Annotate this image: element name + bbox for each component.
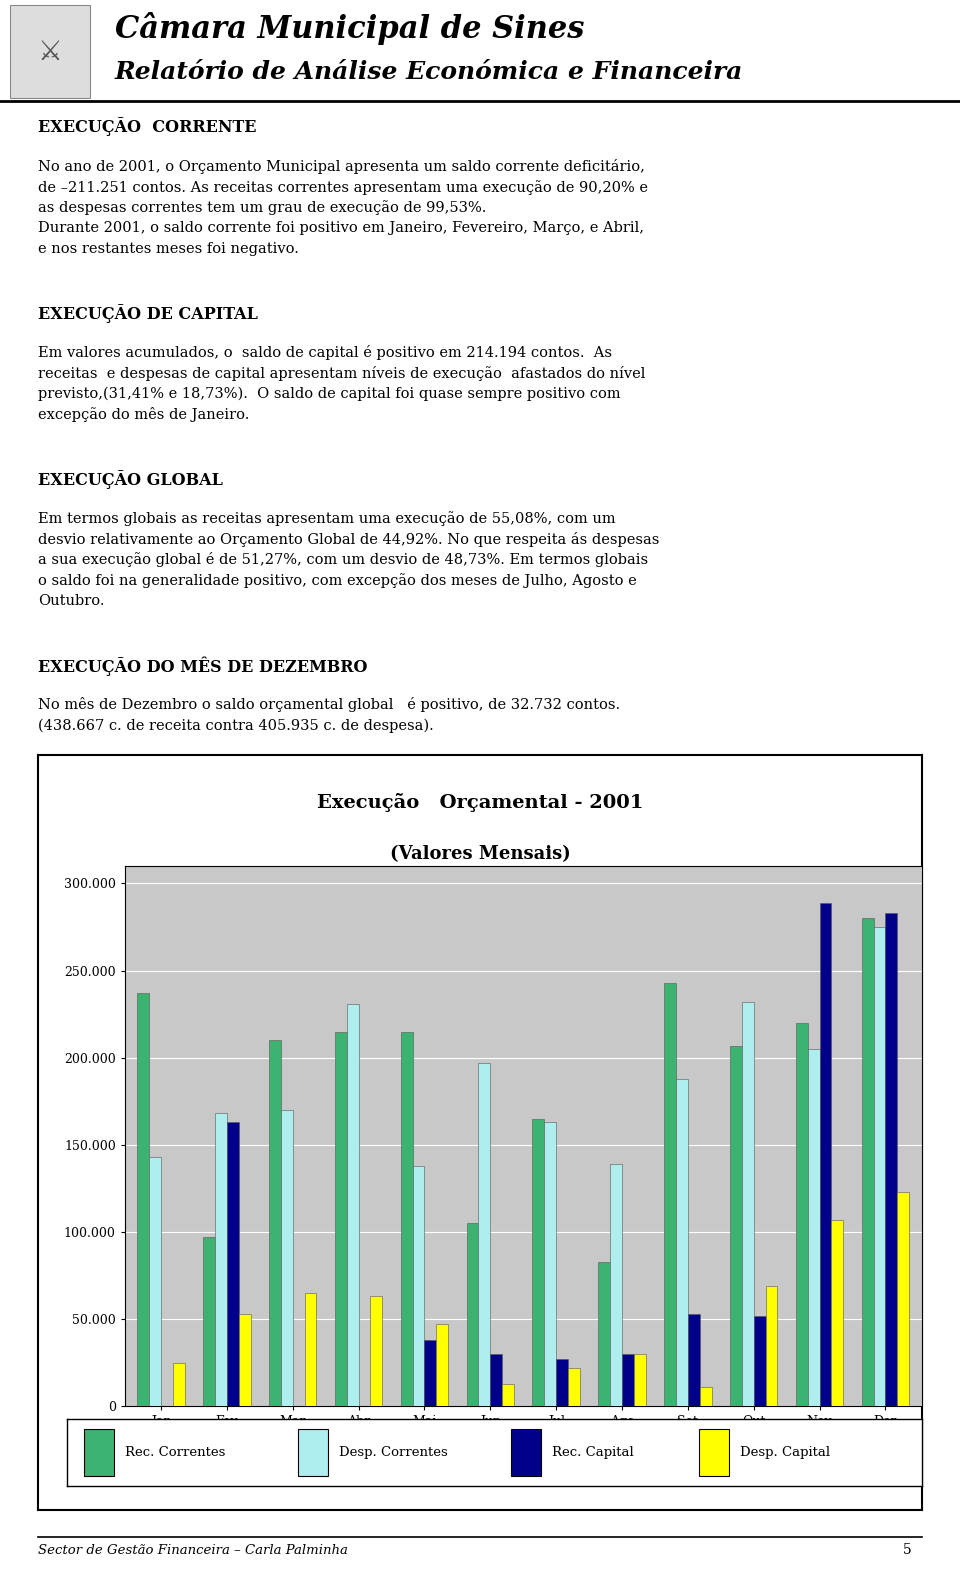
Bar — [467, 1224, 478, 1406]
Text: excepção do mês de Janeiro.: excepção do mês de Janeiro. — [38, 407, 250, 423]
Bar — [215, 1114, 227, 1406]
Bar — [544, 1122, 556, 1406]
Bar — [765, 1286, 778, 1406]
Bar — [885, 914, 898, 1406]
Bar — [862, 918, 874, 1406]
Bar — [874, 926, 885, 1406]
Bar — [664, 982, 676, 1406]
Bar — [10, 5, 90, 99]
Text: ⚔: ⚔ — [37, 38, 62, 65]
Bar — [173, 1363, 184, 1406]
Bar — [491, 1354, 502, 1406]
Bar — [84, 1429, 114, 1476]
Bar — [304, 1293, 317, 1406]
Text: EXECUÇÃO DE CAPITAL: EXECUÇÃO DE CAPITAL — [38, 303, 258, 323]
Text: No mês de Dezembro o saldo orçamental global   é positivo, de 32.732 contos.: No mês de Dezembro o saldo orçamental gl… — [38, 698, 620, 712]
Bar — [502, 1384, 514, 1406]
Text: Rec. Capital: Rec. Capital — [553, 1446, 635, 1459]
Bar — [831, 1220, 843, 1406]
Text: (Valores Mensais): (Valores Mensais) — [390, 845, 570, 863]
Bar — [347, 1004, 359, 1406]
Text: EXECUÇÃO  CORRENTE: EXECUÇÃO CORRENTE — [38, 118, 257, 137]
Bar — [634, 1354, 646, 1406]
Text: EXECUÇÃO DO MÊS DE DEZEMBRO: EXECUÇÃO DO MÊS DE DEZEMBRO — [38, 656, 368, 675]
Bar — [700, 1387, 711, 1406]
Bar — [742, 1003, 754, 1406]
Text: as despesas correntes tem um grau de execução de 99,53%.: as despesas correntes tem um grau de exe… — [38, 200, 487, 215]
Bar — [269, 1041, 281, 1406]
Bar — [898, 1192, 909, 1406]
Bar — [676, 1079, 687, 1406]
Text: e nos restantes meses foi negativo.: e nos restantes meses foi negativo. — [38, 242, 300, 256]
Text: Desp. Correntes: Desp. Correntes — [339, 1446, 447, 1459]
Text: o saldo foi na generalidade positivo, com excepção dos meses de Julho, Agosto e: o saldo foi na generalidade positivo, co… — [38, 574, 637, 588]
Text: No ano de 2001, o Orçamento Municipal apresenta um saldo corrente deficitário,: No ano de 2001, o Orçamento Municipal ap… — [38, 159, 645, 173]
Bar — [436, 1324, 448, 1406]
Bar — [413, 1166, 424, 1406]
Bar — [204, 1238, 215, 1406]
Text: receitas  e despesas de capital apresentam níveis de execução  afastados do níve: receitas e despesas de capital apresenta… — [38, 365, 646, 381]
Text: previsto,(31,41% e 18,73%).  O saldo de capital foi quase sempre positivo com: previsto,(31,41% e 18,73%). O saldo de c… — [38, 386, 621, 400]
Bar — [335, 1031, 347, 1406]
Text: EXECUÇÃO GLOBAL: EXECUÇÃO GLOBAL — [38, 470, 224, 488]
Text: Durante 2001, o saldo corrente foi positivo em Janeiro, Fevereiro, Março, e Abri: Durante 2001, o saldo corrente foi posit… — [38, 221, 644, 235]
Bar — [796, 1023, 807, 1406]
Text: desvio relativamente ao Orçamento Global de 44,92%. No que respeita ás despesas: desvio relativamente ao Orçamento Global… — [38, 532, 660, 547]
Bar — [478, 1063, 491, 1406]
Bar — [149, 1157, 161, 1406]
Text: Rec. Correntes: Rec. Correntes — [126, 1446, 226, 1459]
Text: Sector de Gestão Financeira – Carla Palminha: Sector de Gestão Financeira – Carla Palm… — [38, 1545, 348, 1557]
Text: (438.667 c. de receita contra 405.935 c. de despesa).: (438.667 c. de receita contra 405.935 c.… — [38, 718, 434, 733]
Text: Relatório de Análise Económica e Financeira: Relatório de Análise Económica e Finance… — [115, 60, 743, 84]
Text: Execução   Orçamental - 2001: Execução Orçamental - 2001 — [317, 793, 643, 812]
Bar — [568, 1368, 580, 1406]
Bar — [687, 1314, 700, 1406]
Bar — [730, 1046, 742, 1406]
Bar — [820, 903, 831, 1406]
Bar — [371, 1297, 382, 1406]
Text: Em termos globais as receitas apresentam uma execução de 55,08%, com um: Em termos globais as receitas apresentam… — [38, 512, 616, 526]
Bar — [400, 1031, 413, 1406]
Text: Desp. Capital: Desp. Capital — [740, 1446, 830, 1459]
Text: de –211.251 contos. As receitas correntes apresentam uma execução de 90,20% e: de –211.251 contos. As receitas corrente… — [38, 180, 648, 194]
Bar — [137, 993, 149, 1406]
Bar — [807, 1049, 820, 1406]
Bar — [598, 1262, 611, 1406]
Bar — [424, 1340, 436, 1406]
Bar — [622, 1354, 634, 1406]
Bar — [754, 1316, 765, 1406]
Bar — [533, 1119, 544, 1406]
Text: Câmara Municipal de Sines: Câmara Municipal de Sines — [115, 13, 585, 46]
Bar — [611, 1165, 622, 1406]
Text: Em valores acumulados, o  saldo de capital é positivo em 214.194 contos.  As: Em valores acumulados, o saldo de capita… — [38, 345, 612, 361]
Bar — [298, 1429, 327, 1476]
Text: Outubro.: Outubro. — [38, 594, 105, 609]
Bar — [239, 1314, 251, 1406]
Bar — [512, 1429, 541, 1476]
Bar — [227, 1122, 239, 1406]
Text: 5: 5 — [903, 1543, 912, 1557]
Bar — [700, 1429, 730, 1476]
Text: a sua execução global é de 51,27%, com um desvio de 48,73%. Em termos globais: a sua execução global é de 51,27%, com u… — [38, 553, 649, 567]
Bar — [281, 1111, 293, 1406]
Bar — [556, 1359, 568, 1406]
